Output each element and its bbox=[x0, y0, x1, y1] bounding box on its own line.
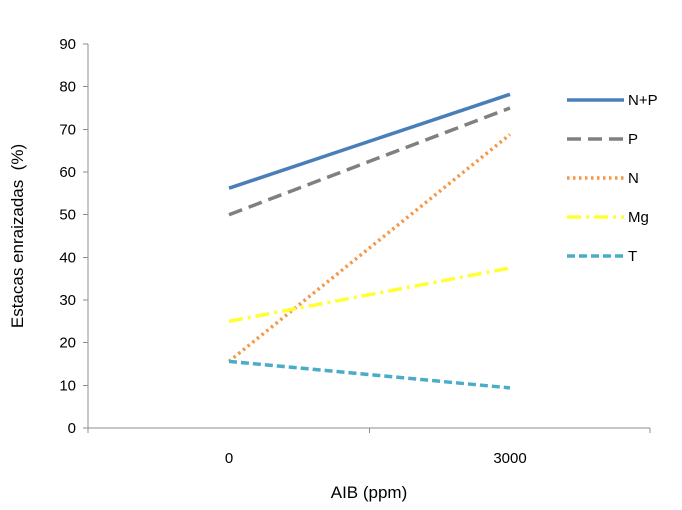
legend: N+P P N Mg T bbox=[567, 92, 658, 265]
legend-label: Mg bbox=[628, 209, 649, 226]
y-tick-label: 50 bbox=[59, 207, 76, 224]
series-line-mg bbox=[228, 266, 511, 324]
series-lines bbox=[227, 92, 512, 390]
series-line-t bbox=[228, 359, 511, 390]
y-tick-label: 80 bbox=[59, 79, 76, 96]
y-axis-title: Estacas enraizadas (%) bbox=[8, 144, 27, 328]
y-tick-label: 40 bbox=[59, 249, 76, 266]
x-tick-label: 0 bbox=[225, 450, 233, 467]
legend-label: N+P bbox=[628, 92, 658, 109]
y-tick-label: 10 bbox=[59, 377, 76, 394]
legend-label: N bbox=[628, 170, 639, 187]
series-line-n bbox=[227, 133, 512, 363]
y-tick-label: 90 bbox=[59, 36, 76, 53]
legend-label: T bbox=[628, 248, 637, 265]
y-axis-ticks: 0 10 20 30 40 50 60 70 80 90 bbox=[59, 36, 88, 437]
x-tick-label: 3000 bbox=[493, 450, 526, 467]
series-line-p bbox=[228, 106, 511, 217]
x-axis-ticks: 0 3000 bbox=[87, 428, 651, 467]
y-tick-label: 30 bbox=[59, 292, 76, 309]
y-tick-label: 60 bbox=[59, 164, 76, 181]
series-line-n-p bbox=[228, 92, 511, 190]
legend-label: P bbox=[628, 131, 638, 148]
y-tick-label: 70 bbox=[59, 121, 76, 138]
y-tick-label: 20 bbox=[59, 335, 76, 352]
y-tick-label: 0 bbox=[68, 420, 76, 437]
x-axis-title: AIB (ppm) bbox=[331, 483, 408, 502]
